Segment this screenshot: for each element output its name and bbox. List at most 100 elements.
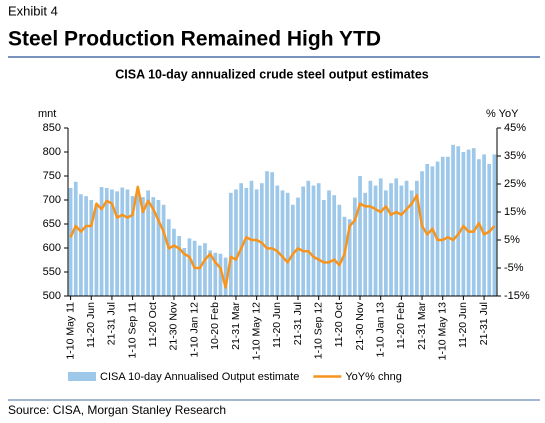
y2-tick-label: -5% <box>504 262 524 274</box>
y2-axis-label: % YoY <box>486 108 519 120</box>
bar <box>451 144 455 296</box>
bar <box>79 194 83 296</box>
bar <box>120 187 125 296</box>
bar <box>203 243 207 296</box>
bar <box>482 154 486 296</box>
bar <box>332 195 337 296</box>
y-tick-label: 700 <box>43 194 61 206</box>
y2-tick-label: -15% <box>504 290 530 302</box>
bar <box>110 189 114 296</box>
bar <box>146 190 150 296</box>
bar <box>99 187 104 296</box>
bar <box>492 154 497 296</box>
bar <box>409 190 414 296</box>
x-tick-label: 21-31 Mar <box>230 302 242 350</box>
bar <box>166 219 171 296</box>
bar <box>197 245 202 296</box>
bar <box>156 200 161 296</box>
chart-title: CISA 10-day annualized crude steel outpu… <box>115 67 429 81</box>
bar <box>285 192 290 296</box>
x-tick-label: 21-30 Nov <box>354 301 366 350</box>
bar <box>347 219 352 296</box>
y-tick-label: 800 <box>43 146 61 158</box>
x-tick-label: 1-10 May 12 <box>250 302 262 361</box>
y2-tick-label: 5% <box>504 234 520 246</box>
bar <box>290 204 295 296</box>
x-tick-label: 11-20 Feb <box>395 302 407 349</box>
legend-label: CISA 10-day Annualised Output estimate <box>100 371 299 383</box>
x-tick-label: 21-31 Jul <box>478 302 490 345</box>
bar <box>125 189 130 296</box>
bar <box>456 146 461 296</box>
bar <box>213 252 218 296</box>
x-tick-label: 11-20 Oct <box>333 302 345 347</box>
x-tick-label: 21-31 Jul <box>292 302 304 345</box>
exhibit: Exhibit 4 <box>8 3 58 18</box>
x-tick-label: 1-10 May 13 <box>437 302 449 361</box>
bar <box>471 148 476 296</box>
bar <box>373 185 378 296</box>
bar <box>68 188 73 296</box>
bar <box>115 191 119 296</box>
bar <box>244 188 249 296</box>
bar <box>301 186 306 296</box>
bar <box>141 197 145 296</box>
y-tick-label: 650 <box>43 218 61 230</box>
x-tick-label: 1-10 Jan 12 <box>188 302 200 358</box>
bar <box>73 181 78 296</box>
legend-label: YoY% chng <box>345 371 401 383</box>
bar <box>254 189 259 296</box>
y-tick-label: 750 <box>43 170 61 182</box>
x-tick-label: 11-20 Oct <box>147 302 159 347</box>
bar <box>446 156 450 296</box>
x-tick-label: 1-10 Sep 12 <box>312 302 324 359</box>
bar <box>425 164 430 296</box>
bar <box>435 161 440 296</box>
page-title: Steel Production Remained High YTD <box>8 28 381 51</box>
bar <box>296 197 300 296</box>
bar <box>415 180 419 296</box>
x-tick-label: 21-31 Mar <box>416 302 428 350</box>
bar <box>363 192 368 296</box>
bar <box>270 172 275 296</box>
bar <box>84 196 88 296</box>
bar <box>151 197 156 296</box>
y-tick-label: 550 <box>43 266 61 278</box>
x-tick-label: 11-20 Jun <box>85 302 97 348</box>
bar <box>420 171 424 296</box>
source: Source: CISA, Morgan Stanley Research <box>8 403 226 417</box>
x-tick-label: 11-20 Jun <box>271 302 283 348</box>
bar <box>135 194 140 296</box>
bar <box>466 149 471 296</box>
bar <box>358 176 362 296</box>
bar <box>337 204 342 296</box>
bar <box>378 178 383 296</box>
x-tick-label: 1-10 Sep 11 <box>126 302 138 359</box>
y2-tick-label: 15% <box>504 206 526 218</box>
bar <box>280 190 285 296</box>
x-tick-label: 21-31 Jul <box>106 302 118 345</box>
x-tick-label: 11-20 Jun <box>457 302 469 348</box>
y-tick-label: 500 <box>43 290 61 302</box>
line <box>69 185 496 289</box>
bar <box>218 253 223 296</box>
x-tick-label: 10-20 Feb <box>209 302 221 350</box>
bar <box>187 238 192 296</box>
bar <box>316 183 321 296</box>
bar <box>311 185 316 296</box>
bar <box>384 190 388 296</box>
bar <box>234 189 238 296</box>
bar <box>440 156 445 296</box>
bar <box>321 200 326 296</box>
bar <box>399 185 404 296</box>
bar <box>89 200 94 296</box>
y-tick-label: 850 <box>43 122 61 134</box>
bar <box>265 171 269 296</box>
bar <box>172 228 176 296</box>
x-tick-label: 1-10 Jan 13 <box>374 302 386 358</box>
bar <box>259 183 264 296</box>
bar <box>275 185 280 296</box>
bar <box>161 204 166 296</box>
bar <box>182 248 187 296</box>
